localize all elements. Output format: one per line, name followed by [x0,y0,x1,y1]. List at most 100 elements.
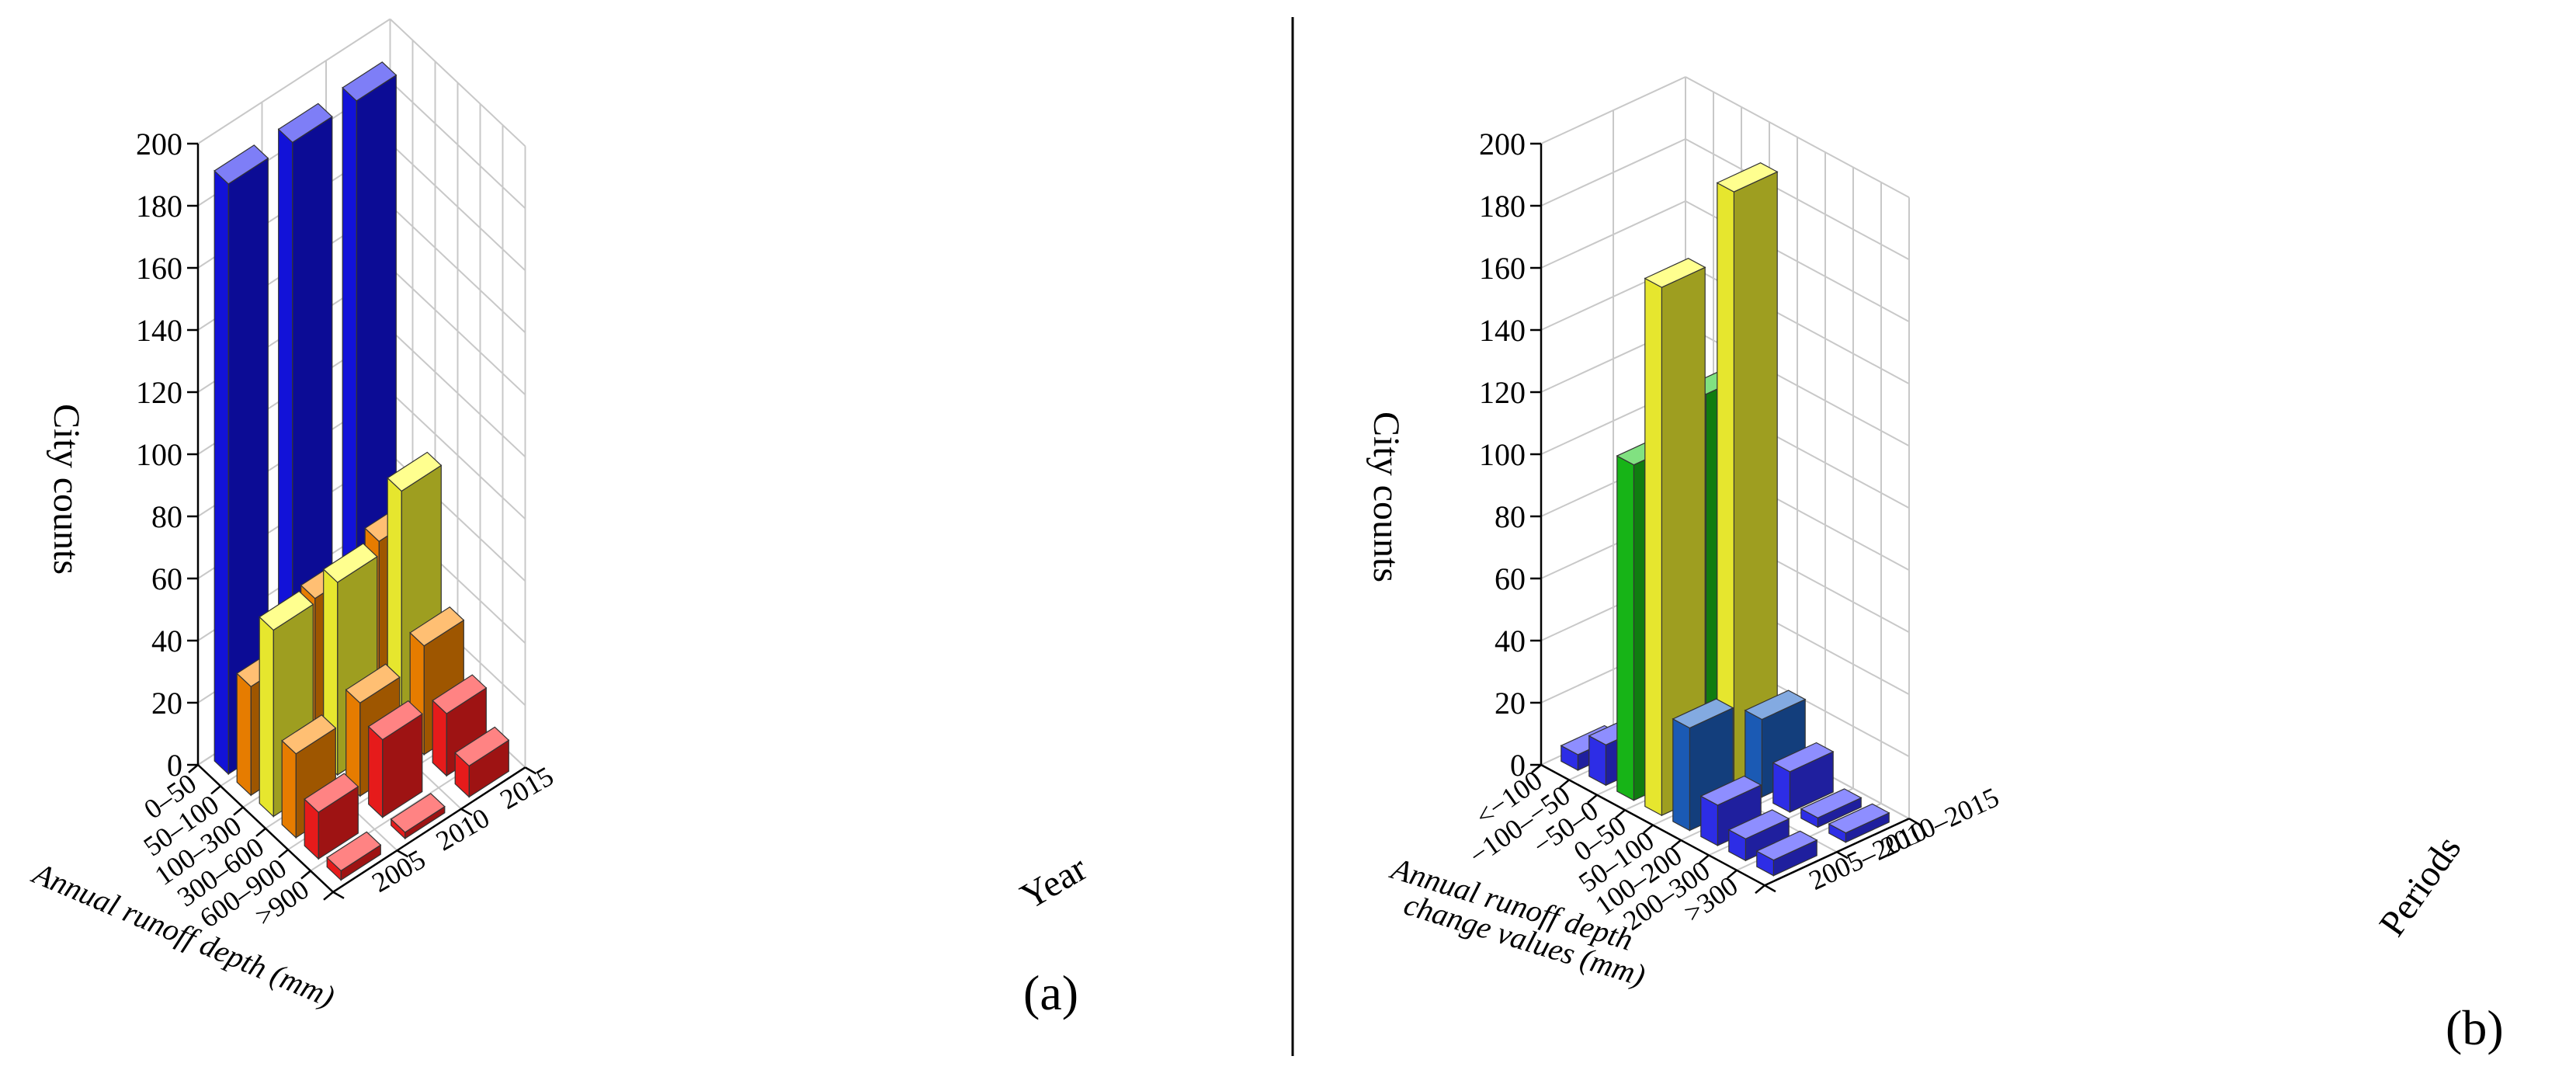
z-tick-mark [1836,851,1849,860]
z-axis-title: Periods [2371,829,2469,943]
bar-top-face [1699,775,1762,806]
bar [1644,258,1706,817]
bar-top-face [454,726,510,767]
bar [367,700,423,818]
bar-top-face [1772,742,1835,773]
z-tick-label: 2010–2015 [1876,781,2004,863]
bar [390,793,446,840]
bar-top-face [409,606,465,647]
bar [326,831,382,881]
x-tick-mark [1531,764,1542,773]
bar-front-face [259,616,274,818]
y-tick-label: 200 [136,127,182,162]
bar-top-face [390,793,446,833]
bar [1772,742,1835,813]
bar [1755,830,1818,877]
x-tick-mark [278,849,289,859]
bar-top-face [367,700,423,741]
bar-top-face [432,674,488,714]
bar-top-face [277,102,333,144]
bar-front-face [1717,182,1734,783]
x-tick-mark [323,891,334,901]
x-tick-mark [210,785,221,795]
bar-top-face [342,61,398,102]
bar [1716,162,1779,783]
x-tick-mark [300,870,311,880]
y-tick-label: 0 [1510,748,1526,783]
bar-top-face [214,144,269,185]
y-tick-label: 140 [1479,313,1526,348]
bar-side-face [1733,171,1778,783]
y-tick-label: 80 [1495,499,1526,534]
z-axis-title: Year [1014,848,1094,918]
x-tick-mark [188,764,199,773]
y-tick-label: 80 [151,499,182,534]
z-tick-mark [1764,884,1776,893]
x-tick-mark [1559,779,1570,789]
bar-front-face [1644,277,1662,817]
bar [1828,803,1890,843]
y-tick-label: 120 [1479,375,1526,410]
bar-front-face [281,739,297,839]
y-tick-label: 160 [1479,251,1526,286]
bar-front-face [1672,717,1690,832]
y-axis-title: City counts [1366,412,1407,582]
bar-top-face [345,663,401,704]
x-tick-mark [255,827,266,837]
side-wall-gridline [197,18,391,144]
x-tick-mark [1671,839,1682,849]
chart-b: 020406080100120140160180200<−100−100–−50… [1366,76,2504,1055]
panel-label: (a) [1023,965,1078,1020]
bar-top-face [1744,690,1807,721]
y-tick-label: 20 [151,686,182,721]
y-tick-label: 60 [151,561,182,596]
bar-top-face [1727,809,1790,839]
bar-top-face [1716,162,1779,193]
z-tick-mark [396,849,409,858]
y-tick-label: 0 [167,748,182,783]
y-tick-label: 40 [151,624,182,658]
bar-top-face [259,590,314,631]
y-tick-label: 160 [136,251,182,286]
bar-top-face [1672,698,1734,729]
x-tick-mark [233,806,244,816]
chart-a: 0204060801001201401601802000–5050–100100… [26,18,1094,1020]
bar [454,726,510,798]
z-tick-mark [1908,818,1921,826]
y-tick-label: 20 [1495,686,1526,721]
bar-top-face [281,714,337,755]
bar [304,773,359,860]
y-tick-label: 200 [1479,127,1526,162]
x-tick-mark [1755,884,1765,895]
z-tick-mark [332,891,345,899]
z-tick-mark [460,808,473,816]
x-tick-mark [1727,869,1738,879]
bar [214,144,269,776]
x-tick-mark [1587,794,1598,804]
bar-front-face [1616,455,1634,801]
x-tick-mark [1643,824,1654,834]
x-tick-mark [1699,854,1710,864]
y-tick-label: 180 [1479,189,1526,224]
y-tick-label: 180 [136,189,182,224]
bar-top-face [1644,258,1706,288]
y-tick-label: 60 [1495,561,1526,596]
y-tick-label: 140 [136,313,182,348]
y-tick-label: 100 [1479,437,1526,472]
x-tick-mark [1615,809,1626,819]
z-tick-mark [524,766,537,775]
panel-label: (b) [2446,1000,2504,1055]
y-tick-label: 40 [1495,624,1526,658]
bar-top-face [322,543,378,583]
bar-front-face [236,672,252,797]
bar-top-face [1800,788,1863,818]
z-axis-line [332,766,526,893]
bar [1727,809,1790,862]
bar-top-face [304,773,359,813]
y-axis-title: City counts [46,404,87,575]
bar-top-face [326,831,382,872]
y-tick-label: 120 [136,375,182,410]
bar [1800,788,1863,829]
bar-top-face [1828,803,1890,834]
